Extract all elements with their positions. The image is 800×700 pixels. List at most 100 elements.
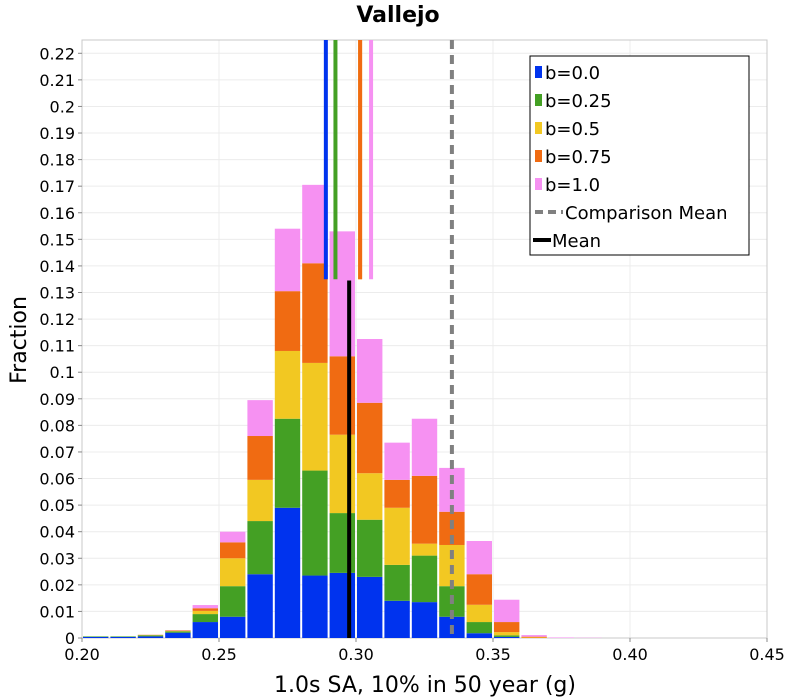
bar-segment: [357, 339, 383, 403]
bar-segment: [165, 630, 191, 632]
legend-label: b=0.75: [545, 147, 612, 168]
y-tick-label: 0.05: [39, 496, 75, 515]
bar-segment: [137, 635, 164, 637]
bar-segment: [247, 479, 273, 522]
bar-segment: [329, 231, 355, 357]
x-tick-label: 0.35: [475, 645, 511, 664]
bar-segment: [192, 605, 218, 609]
bar-segment: [521, 635, 547, 637]
bar-segment: [83, 636, 109, 637]
bar-segment: [220, 531, 246, 543]
bar-segment: [302, 184, 328, 264]
bar-segment: [302, 575, 328, 638]
y-tick-label: 0.09: [39, 390, 75, 409]
bar-segment: [110, 636, 136, 638]
legend: b=0.0 b=0.25 b=0.5 b=0.75 b=1.0 Comparison Me…: [529, 55, 750, 256]
bar-segment: [302, 263, 328, 363]
x-tick-label: 0.30: [338, 645, 374, 664]
legend-label: b=1.0: [545, 175, 600, 196]
y-axis-title: Fraction: [7, 296, 32, 384]
y-tick-label: 0.2: [50, 97, 75, 116]
bar-segment: [329, 434, 355, 514]
bar-segment: [411, 602, 438, 638]
x-tick-label: 0.25: [201, 645, 237, 664]
legend-label: b=0.0: [545, 63, 600, 84]
bar-segment: [274, 228, 301, 292]
y-tick-label: 0.17: [39, 177, 75, 196]
bar-segment: [494, 635, 520, 637]
bar-segment: [192, 608, 218, 611]
bar-segment: [384, 564, 410, 601]
bar-segment: [83, 636, 109, 638]
bar-segment: [384, 507, 410, 565]
bar-segment: [247, 400, 273, 437]
bar-segment: [494, 632, 520, 636]
y-tick-label: 0.16: [39, 204, 75, 223]
bar-segment: [466, 622, 492, 634]
bar-segment: [220, 616, 246, 638]
y-tick-label: 0.04: [39, 523, 75, 542]
y-tick-label: 0.18: [39, 151, 75, 170]
bar-segment: [192, 610, 218, 615]
legend-swatch: [535, 66, 542, 78]
bar-segment: [274, 418, 301, 508]
bar-segment: [247, 574, 273, 638]
y-tick-label: 0.12: [39, 310, 75, 329]
bar-segment: [274, 350, 301, 419]
bar-segment: [137, 636, 164, 638]
bar-segment: [521, 637, 547, 638]
mean-lines: [323, 40, 454, 638]
x-axis-title: 1.0s SA, 10% in 50 year (g): [274, 673, 576, 698]
x-tick-label: 0.40: [612, 645, 648, 664]
y-tick-label: 0.08: [39, 416, 75, 435]
bar-segment: [466, 574, 492, 605]
bar-segment: [247, 521, 273, 575]
bar-segment: [329, 356, 355, 435]
bar-segment: [220, 542, 246, 559]
bar-segment: [302, 362, 328, 471]
y-tick-label: 0.06: [39, 470, 75, 489]
bar-segment: [165, 630, 191, 631]
bar-segment: [411, 555, 438, 603]
legend-swatch: [535, 122, 542, 134]
bar-segment: [302, 470, 328, 576]
bar-segment: [329, 513, 355, 573]
bar-segment: [247, 436, 273, 480]
histogram-bars: [83, 184, 602, 638]
y-tick-label: 0.07: [39, 443, 75, 462]
bar-segment: [357, 473, 383, 520]
legend-box: [529, 55, 750, 256]
bar-segment: [411, 418, 438, 476]
y-tick-label: 0.01: [39, 602, 75, 621]
x-tick-label: 0.20: [64, 645, 100, 664]
y-tick-label: 0.1: [50, 363, 75, 382]
y-tick-label: 0: [65, 629, 75, 648]
bar-segment: [220, 558, 246, 587]
bar-segment: [274, 507, 301, 638]
bar-segment: [466, 604, 492, 623]
bar-segment: [494, 599, 520, 623]
bar-segment: [192, 614, 218, 623]
bar-segment: [357, 402, 383, 474]
y-tick-label: 0.19: [39, 124, 75, 143]
bar-segment: [110, 636, 136, 637]
bar-segment: [494, 622, 520, 633]
legend-label: b=0.25: [545, 91, 612, 112]
bar-segment: [548, 637, 575, 638]
bar-segment: [411, 543, 438, 556]
y-tick-label: 0.22: [39, 44, 75, 63]
y-tick-label: 0.21: [39, 71, 75, 90]
y-tick-label: 0.14: [39, 257, 75, 276]
bar-segment: [384, 442, 410, 480]
legend-swatch: [535, 178, 542, 190]
legend-swatch: [535, 94, 542, 106]
y-tick-label: 0.11: [39, 337, 75, 356]
y-tick-label: 0.02: [39, 576, 75, 595]
bar-segment: [521, 636, 547, 638]
chart-title: Vallejo: [356, 3, 439, 28]
legend-label: Mean: [552, 231, 601, 252]
y-tick-label: 0.15: [39, 230, 75, 249]
bar-segment: [357, 519, 383, 577]
bar-segment: [384, 479, 410, 508]
